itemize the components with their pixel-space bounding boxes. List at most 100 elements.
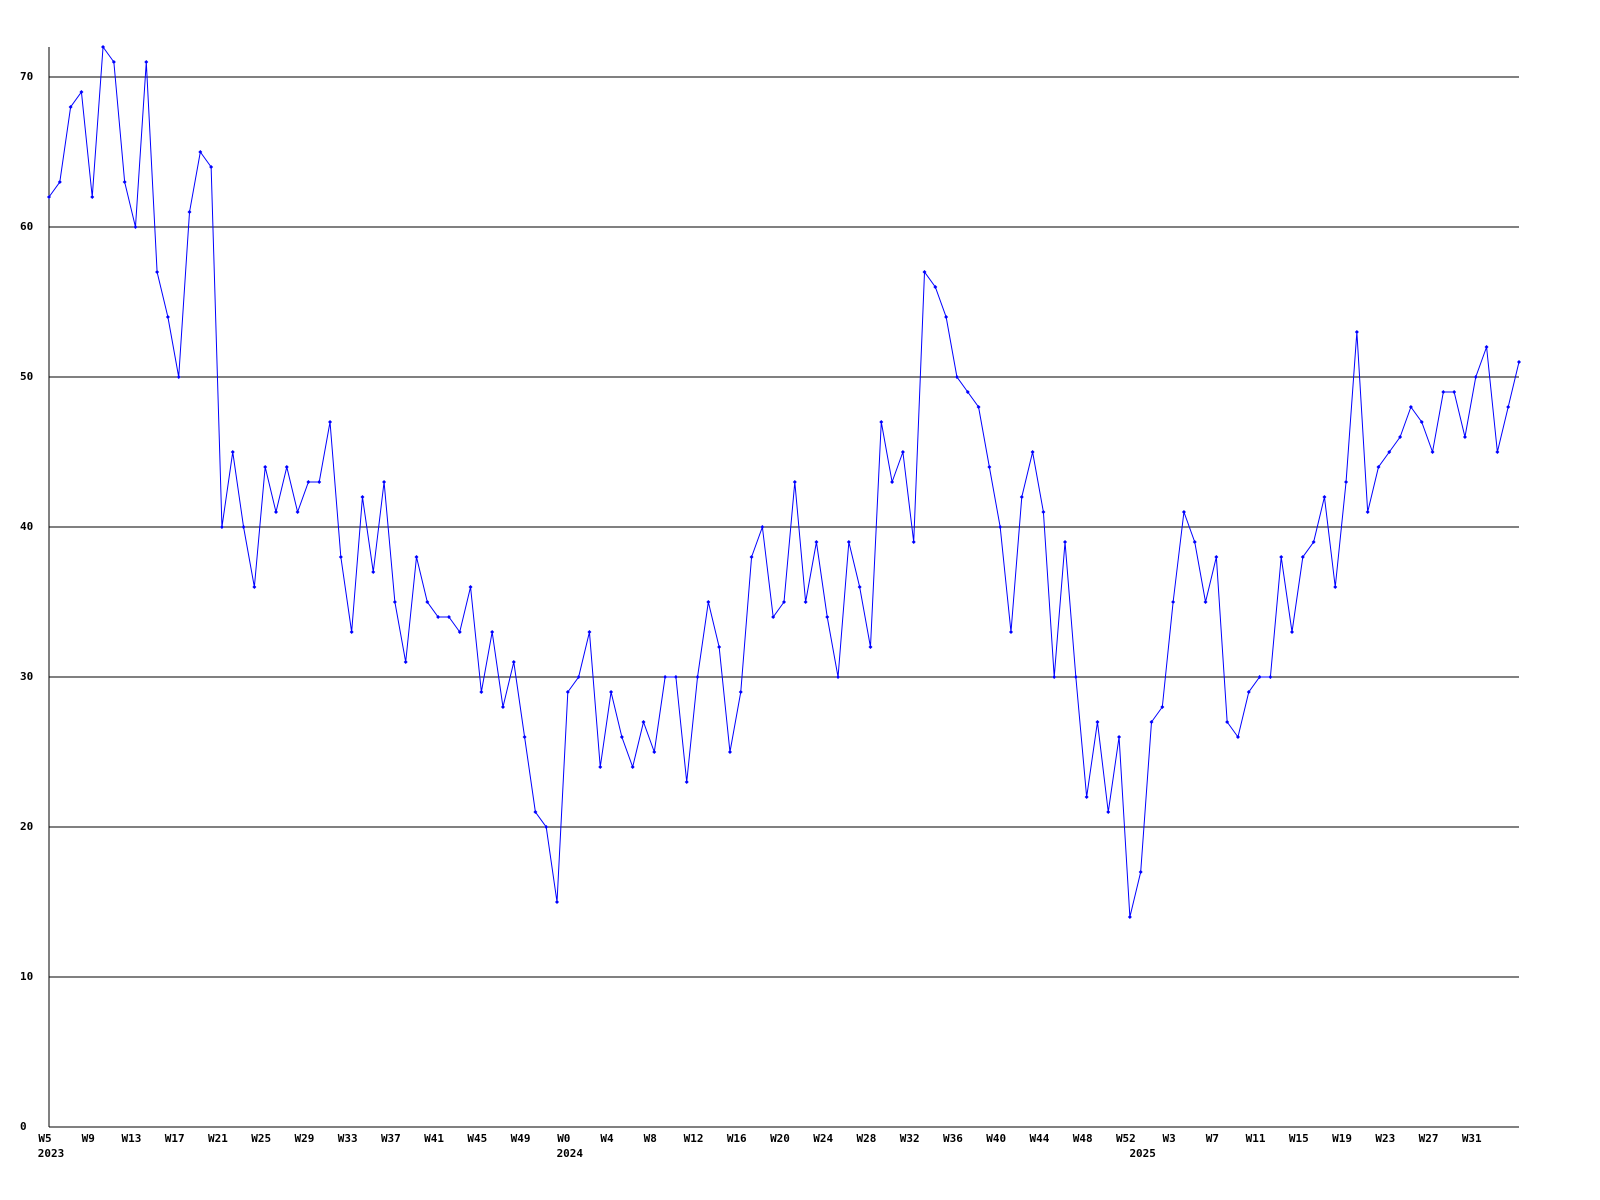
x-tick-label: W31 bbox=[1462, 1132, 1482, 1145]
point-marker bbox=[1203, 600, 1208, 604]
point-marker bbox=[922, 270, 927, 274]
point-marker bbox=[814, 540, 819, 544]
point-marker bbox=[360, 495, 365, 499]
point-marker bbox=[468, 585, 473, 589]
point-marker bbox=[555, 900, 560, 904]
x-tick-label: W40 bbox=[986, 1132, 1006, 1145]
point-marker bbox=[933, 285, 938, 289]
point-marker bbox=[954, 375, 959, 379]
point-marker bbox=[500, 705, 505, 709]
point-marker bbox=[749, 555, 754, 559]
x-tick-label: W13 bbox=[122, 1132, 142, 1145]
point-marker bbox=[144, 60, 149, 64]
point-marker bbox=[1117, 735, 1122, 739]
point-marker bbox=[1008, 630, 1013, 634]
point-marker bbox=[1462, 435, 1467, 439]
point-marker bbox=[198, 150, 203, 154]
y-tick-label: 30 bbox=[20, 670, 33, 683]
point-marker bbox=[263, 465, 268, 469]
x-tick-label: W17 bbox=[165, 1132, 185, 1145]
point-marker bbox=[273, 510, 278, 514]
point-marker bbox=[576, 675, 581, 679]
point-marker bbox=[328, 420, 333, 424]
point-marker bbox=[803, 600, 808, 604]
point-marker bbox=[79, 90, 84, 94]
x-tick-label: W8 bbox=[644, 1132, 657, 1145]
x-tick-label: W28 bbox=[857, 1132, 877, 1145]
point-marker bbox=[382, 480, 387, 484]
point-marker bbox=[1495, 450, 1500, 454]
x-tick-label: W45 bbox=[467, 1132, 487, 1145]
point-marker bbox=[522, 735, 527, 739]
point-marker bbox=[1473, 375, 1478, 379]
point-marker bbox=[479, 690, 484, 694]
x-tick-label: W21 bbox=[208, 1132, 228, 1145]
point-marker bbox=[771, 615, 776, 619]
point-marker bbox=[1257, 675, 1262, 679]
point-marker bbox=[47, 195, 51, 199]
x-tick-label: W5 bbox=[38, 1132, 51, 1145]
point-marker bbox=[760, 525, 765, 529]
point-marker bbox=[446, 615, 451, 619]
point-marker bbox=[1452, 390, 1457, 394]
point-marker bbox=[101, 45, 106, 49]
point-marker bbox=[1019, 495, 1024, 499]
x-tick-label: W25 bbox=[251, 1132, 271, 1145]
point-marker bbox=[1344, 480, 1349, 484]
point-marker bbox=[1171, 600, 1176, 604]
point-marker bbox=[392, 600, 397, 604]
point-marker bbox=[176, 375, 181, 379]
point-marker bbox=[457, 630, 462, 634]
point-marker bbox=[511, 660, 516, 664]
x-tick-label: W23 bbox=[1375, 1132, 1395, 1145]
x-tick-label: W16 bbox=[727, 1132, 747, 1145]
x-tick-label: W15 bbox=[1289, 1132, 1309, 1145]
point-marker bbox=[598, 765, 603, 769]
point-marker bbox=[1127, 915, 1132, 919]
point-marker bbox=[187, 210, 192, 214]
point-marker bbox=[652, 750, 657, 754]
point-marker bbox=[371, 570, 376, 574]
point-marker bbox=[727, 750, 732, 754]
point-marker bbox=[230, 450, 235, 454]
x-tick-label: W44 bbox=[1029, 1132, 1049, 1145]
point-marker bbox=[1376, 465, 1381, 469]
point-marker bbox=[1279, 555, 1284, 559]
y-tick-label: 70 bbox=[20, 70, 33, 83]
x-tick-label: W33 bbox=[338, 1132, 358, 1145]
point-marker bbox=[57, 180, 62, 184]
point-marker bbox=[587, 630, 592, 634]
x-tick-label: W49 bbox=[511, 1132, 531, 1145]
point-marker bbox=[890, 480, 895, 484]
point-marker bbox=[1235, 735, 1240, 739]
point-marker bbox=[295, 510, 300, 514]
point-marker bbox=[1387, 450, 1392, 454]
point-marker bbox=[857, 585, 862, 589]
point-marker bbox=[111, 60, 116, 64]
point-marker bbox=[944, 315, 949, 319]
point-marker bbox=[965, 390, 970, 394]
point-marker bbox=[90, 195, 95, 199]
point-marker bbox=[868, 645, 873, 649]
point-marker bbox=[414, 555, 419, 559]
point-marker bbox=[738, 690, 743, 694]
point-marker bbox=[1052, 675, 1057, 679]
x-tick-label: W4 bbox=[600, 1132, 614, 1145]
point-marker bbox=[1030, 450, 1035, 454]
point-marker bbox=[122, 180, 127, 184]
point-marker bbox=[533, 810, 538, 814]
point-marker bbox=[1354, 330, 1359, 334]
x-tick-label: W9 bbox=[82, 1132, 95, 1145]
y-tick-label: 40 bbox=[20, 520, 33, 533]
point-marker bbox=[403, 660, 408, 664]
point-marker bbox=[987, 465, 992, 469]
point-marker bbox=[609, 690, 614, 694]
point-marker bbox=[1084, 795, 1089, 799]
point-marker bbox=[1095, 720, 1100, 724]
x-tick-label: W52 bbox=[1116, 1132, 1136, 1145]
point-marker bbox=[490, 630, 495, 634]
point-marker bbox=[1484, 345, 1489, 349]
point-marker bbox=[1268, 675, 1273, 679]
